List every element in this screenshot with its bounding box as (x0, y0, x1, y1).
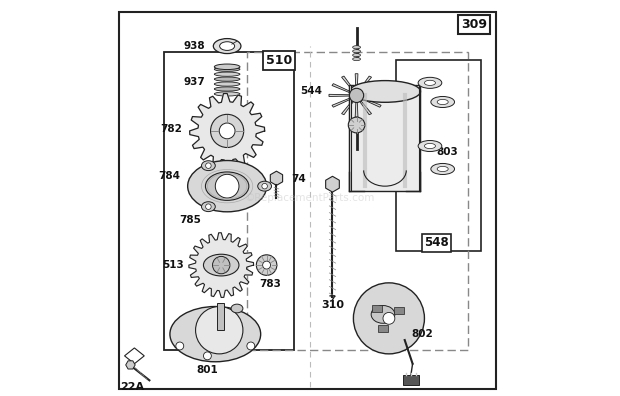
Polygon shape (355, 99, 358, 117)
Polygon shape (360, 97, 381, 107)
Circle shape (203, 352, 211, 360)
Ellipse shape (353, 46, 360, 49)
Text: 548: 548 (424, 236, 449, 249)
Text: 938: 938 (184, 41, 205, 51)
Ellipse shape (371, 306, 395, 323)
Polygon shape (189, 233, 254, 297)
Text: ©ReplacementParts.com: ©ReplacementParts.com (245, 193, 375, 203)
Ellipse shape (350, 81, 420, 102)
Ellipse shape (215, 72, 240, 76)
Text: 309: 309 (461, 18, 487, 31)
Circle shape (211, 114, 244, 147)
Circle shape (176, 342, 184, 350)
Bar (378, 325, 388, 332)
Polygon shape (360, 84, 381, 94)
Ellipse shape (202, 202, 215, 211)
Circle shape (247, 342, 255, 350)
Text: 74: 74 (291, 174, 306, 184)
Polygon shape (342, 76, 355, 92)
Circle shape (383, 312, 395, 324)
Ellipse shape (425, 143, 435, 148)
Ellipse shape (231, 304, 243, 313)
Ellipse shape (215, 67, 240, 71)
Text: 803: 803 (436, 147, 458, 157)
Bar (403, 375, 419, 385)
Ellipse shape (353, 53, 360, 57)
Bar (217, 303, 224, 330)
Ellipse shape (437, 99, 448, 105)
Ellipse shape (219, 42, 234, 50)
Ellipse shape (258, 181, 272, 191)
Ellipse shape (425, 80, 435, 86)
Ellipse shape (418, 77, 442, 88)
Text: 310: 310 (321, 299, 344, 310)
Text: 802: 802 (412, 329, 433, 339)
Circle shape (206, 204, 211, 209)
Ellipse shape (353, 50, 360, 53)
Polygon shape (190, 93, 265, 168)
Polygon shape (358, 99, 371, 115)
Polygon shape (332, 84, 353, 94)
Polygon shape (342, 99, 355, 115)
Bar (350, 85, 420, 191)
Ellipse shape (215, 92, 240, 96)
Circle shape (262, 183, 267, 189)
Polygon shape (329, 94, 353, 97)
Text: 510: 510 (266, 54, 292, 67)
Text: 22A: 22A (120, 382, 144, 392)
Text: 544: 544 (300, 86, 322, 97)
Text: 801: 801 (197, 365, 218, 375)
Ellipse shape (205, 172, 249, 200)
Ellipse shape (188, 160, 267, 212)
Circle shape (213, 256, 230, 274)
Ellipse shape (431, 164, 454, 175)
Circle shape (206, 163, 211, 168)
Polygon shape (125, 348, 144, 364)
Bar (394, 307, 404, 314)
Circle shape (353, 283, 425, 354)
Text: 782: 782 (160, 124, 182, 134)
Bar (373, 305, 382, 312)
Ellipse shape (215, 82, 240, 86)
Ellipse shape (348, 117, 365, 133)
Text: 937: 937 (184, 76, 205, 87)
Ellipse shape (431, 97, 454, 108)
Ellipse shape (215, 87, 240, 91)
Bar (247, 52, 468, 350)
Text: 785: 785 (180, 215, 202, 225)
Ellipse shape (353, 57, 360, 61)
Ellipse shape (215, 64, 240, 70)
Bar (164, 52, 294, 350)
Ellipse shape (170, 307, 260, 362)
Circle shape (256, 255, 277, 275)
Text: 784: 784 (157, 171, 180, 181)
Bar (418, 85, 420, 191)
Polygon shape (358, 76, 371, 92)
Polygon shape (332, 97, 353, 107)
Ellipse shape (215, 77, 240, 81)
Circle shape (219, 123, 235, 139)
Ellipse shape (203, 254, 239, 276)
Polygon shape (355, 74, 358, 91)
Circle shape (215, 174, 239, 198)
Circle shape (195, 307, 243, 354)
Ellipse shape (213, 38, 241, 53)
Polygon shape (360, 94, 384, 97)
Ellipse shape (202, 161, 215, 171)
Ellipse shape (437, 166, 448, 171)
Circle shape (350, 88, 364, 103)
Bar (350, 85, 352, 191)
Bar (396, 60, 481, 251)
Text: 513: 513 (162, 260, 184, 270)
Circle shape (263, 261, 270, 269)
Text: 783: 783 (259, 279, 281, 289)
Ellipse shape (418, 141, 442, 152)
